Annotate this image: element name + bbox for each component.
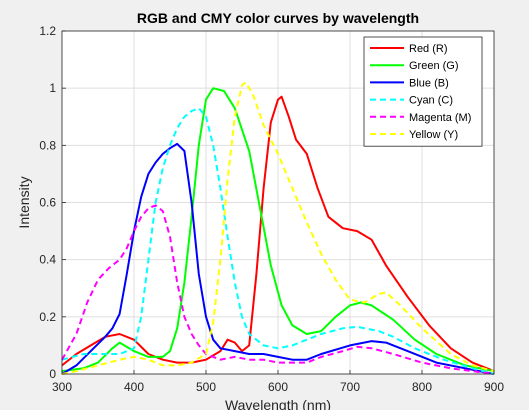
series-line-magenta-m <box>61 204 495 375</box>
series-line-red-r <box>61 95 495 373</box>
axis-ticks: 300 400 500 600 700 800 900 0 0.2 0.4 0.6 0.8 1 1.2 <box>39 24 504 394</box>
y-tick-label: 0.2 <box>39 310 56 324</box>
x-tick-label: 400 <box>124 380 144 394</box>
series-layer <box>61 81 495 375</box>
series-line-yellow-y <box>61 81 495 375</box>
x-tick-label: 600 <box>268 380 288 394</box>
legend-label-blue-b: Blue (B) <box>409 77 449 89</box>
legend-label-red-r: Red (R) <box>409 43 448 55</box>
y-tick-label: 1 <box>49 81 56 95</box>
x-tick-label: 800 <box>412 380 432 394</box>
legend: Red (R) Green (G) Blue (B) Cyan (C) Magenta … <box>363 36 483 147</box>
x-tick-label: 500 <box>196 380 216 394</box>
y-tick-label: 1.2 <box>39 24 56 38</box>
y-tick-label: 0 <box>49 367 56 381</box>
x-tick-label: 700 <box>340 380 360 394</box>
y-tick-label: 0.8 <box>39 138 56 152</box>
x-axis-label: Wavelength (nm) <box>225 397 331 410</box>
x-tick-label: 900 <box>484 380 504 394</box>
y-tick-label: 0.6 <box>39 196 56 210</box>
series-line-blue-b <box>61 142 495 375</box>
y-axis-label: Intensity <box>16 176 32 228</box>
series-line-cyan-c <box>61 107 495 375</box>
series-line-green-g <box>61 87 495 373</box>
x-tick-label: 300 <box>52 380 72 394</box>
legend-label-green-g: Green (G) <box>409 60 459 72</box>
legend-box <box>363 36 483 147</box>
legend-label-magenta-m: Magenta (M) <box>409 112 471 124</box>
y-tick-label: 0.4 <box>39 253 56 267</box>
legend-label-yellow-y: Yellow (Y) <box>409 129 458 141</box>
legend-label-cyan-c: Cyan (C) <box>409 95 453 107</box>
chart-title: RGB and CMY color curves by wavelength <box>137 10 419 26</box>
